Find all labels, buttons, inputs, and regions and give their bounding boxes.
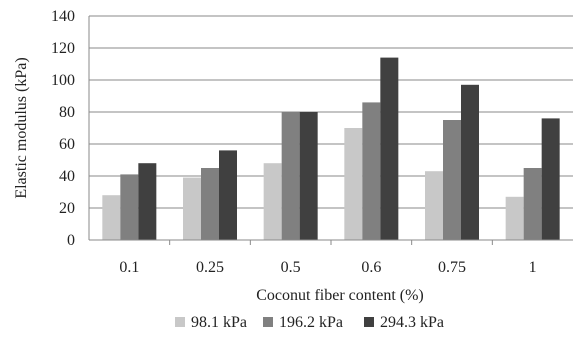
legend-label: 196.2 kPa bbox=[279, 314, 343, 331]
x-tick-label: 0.75 bbox=[438, 259, 466, 276]
bar-98-1-kpa-1 bbox=[505, 196, 524, 240]
bar-98-1-kpa-0-25 bbox=[183, 177, 201, 240]
bar-98-1-kpa-0-6 bbox=[344, 128, 363, 240]
y-tick-label: 20 bbox=[59, 200, 75, 217]
x-axis-title: Coconut fiber content (%) bbox=[256, 287, 424, 304]
bar-98-1-kpa-0-75 bbox=[425, 171, 443, 240]
bar-294-3-kpa-0-5 bbox=[299, 112, 318, 240]
bar-196-2-kpa-0-75 bbox=[443, 120, 461, 240]
bar-294-3-kpa-0-6 bbox=[380, 57, 399, 240]
bar-196-2-kpa-1 bbox=[523, 168, 542, 240]
bar-196-2-kpa-0-25 bbox=[201, 168, 219, 240]
x-tick-label: 0.1 bbox=[119, 259, 139, 276]
legend-swatch bbox=[364, 317, 374, 327]
y-tick-label: 0 bbox=[67, 232, 75, 249]
bar-98-1-kpa-0-5 bbox=[263, 163, 282, 240]
legend-label: 98.1 kPa bbox=[191, 314, 247, 331]
legend: 98.1 kPa 196.2 kPa 294.3 kPa bbox=[175, 314, 444, 331]
x-tick-label: 0.6 bbox=[361, 259, 381, 276]
y-tick-label: 60 bbox=[59, 136, 75, 153]
bar-294-3-kpa-0-25 bbox=[219, 150, 237, 240]
x-tick-label: 0.25 bbox=[196, 259, 224, 276]
bar-294-3-kpa-0-75 bbox=[461, 84, 479, 240]
bar-98-1-kpa-0-1 bbox=[102, 195, 121, 240]
y-tick-label: 40 bbox=[59, 168, 75, 185]
bar-196-2-kpa-0-1 bbox=[120, 174, 139, 240]
y-tick-label: 140 bbox=[51, 8, 75, 25]
x-tick-label: 1 bbox=[529, 259, 537, 276]
bar-196-2-kpa-0-5 bbox=[281, 112, 300, 240]
bar-294-3-kpa-1 bbox=[541, 118, 560, 240]
x-tick-label: 0.5 bbox=[281, 259, 301, 276]
bar-196-2-kpa-0-6 bbox=[362, 102, 381, 241]
legend-swatch bbox=[263, 317, 273, 327]
y-tick-label: 120 bbox=[51, 40, 75, 57]
axes: 0 20 40 60 80 100 120 140 0.1 0.25 0.5 0.6 0.75 1 bbox=[51, 8, 573, 276]
legend-swatch bbox=[175, 317, 185, 327]
y-axis-title: Elastic modulus (kPa) bbox=[13, 57, 30, 198]
bar-294-3-kpa-0-1 bbox=[138, 163, 157, 240]
y-tick-label: 80 bbox=[59, 104, 75, 121]
y-tick-label: 100 bbox=[51, 72, 75, 89]
bars bbox=[102, 57, 560, 241]
gridlines bbox=[89, 15, 573, 209]
legend-label: 294.3 kPa bbox=[380, 314, 444, 331]
